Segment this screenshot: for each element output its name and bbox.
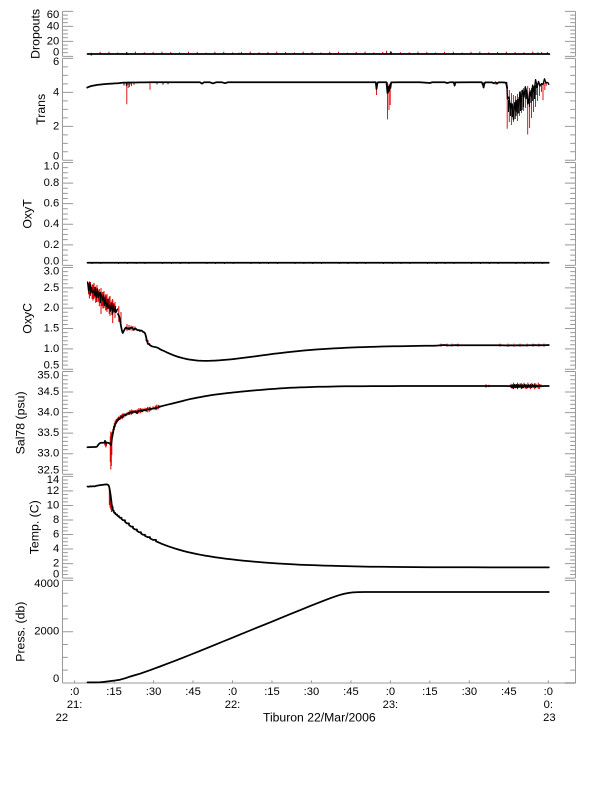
svg-text:3.0: 3.0: [44, 265, 60, 277]
svg-text:1.0: 1.0: [44, 343, 60, 355]
svg-text:22: 22: [56, 712, 68, 724]
svg-text:2.0: 2.0: [44, 302, 60, 314]
svg-text:8: 8: [53, 514, 59, 526]
svg-text::15: :15: [422, 686, 438, 698]
svg-text:12: 12: [47, 485, 59, 497]
svg-text::45: :45: [501, 686, 517, 698]
svg-text:34.5: 34.5: [37, 386, 59, 398]
svg-text:Press. (db): Press. (db): [14, 602, 28, 662]
svg-text::30: :30: [304, 686, 320, 698]
svg-text:Trans: Trans: [34, 94, 48, 125]
svg-text:0: 0: [53, 568, 59, 580]
svg-text:4: 4: [53, 543, 59, 555]
svg-text:23:: 23:: [383, 699, 399, 711]
svg-text:34.0: 34.0: [37, 407, 59, 419]
svg-text:4: 4: [53, 86, 59, 98]
svg-text::45: :45: [343, 686, 359, 698]
svg-text:Tiburon 22/Mar/2006: Tiburon 22/Mar/2006: [263, 710, 376, 724]
svg-text:0.5: 0.5: [44, 359, 60, 371]
svg-text:2000: 2000: [34, 626, 59, 638]
svg-text::0: :0: [228, 686, 237, 698]
svg-text:14: 14: [47, 474, 59, 486]
svg-text:33.5: 33.5: [37, 427, 59, 439]
svg-text:6: 6: [53, 529, 59, 541]
svg-text:Dropouts: Dropouts: [28, 9, 42, 59]
svg-text:6: 6: [53, 56, 59, 68]
svg-text:0: 0: [53, 673, 59, 685]
svg-text:Sal78 (psu): Sal78 (psu): [14, 391, 28, 454]
svg-text::45: :45: [185, 686, 201, 698]
svg-text:0.0: 0.0: [44, 256, 60, 268]
svg-text:0:: 0:: [544, 699, 553, 711]
svg-text:60: 60: [47, 9, 59, 21]
svg-text:1.0: 1.0: [44, 160, 60, 172]
svg-text::15: :15: [106, 686, 122, 698]
svg-text:0.6: 0.6: [44, 198, 60, 210]
svg-text::0: :0: [386, 686, 395, 698]
svg-text:0.8: 0.8: [44, 177, 60, 189]
svg-text::30: :30: [146, 686, 162, 698]
svg-text:0: 0: [53, 47, 59, 59]
svg-text:OxyC: OxyC: [21, 303, 35, 334]
svg-text:Temp. (C): Temp. (C): [27, 500, 41, 554]
svg-text:0.4: 0.4: [44, 218, 60, 230]
svg-text:OxyT: OxyT: [21, 199, 35, 229]
svg-text:40: 40: [47, 20, 59, 32]
svg-text::30: :30: [462, 686, 478, 698]
svg-text:23: 23: [543, 712, 555, 724]
svg-text:10: 10: [47, 499, 59, 511]
svg-text::0: :0: [544, 686, 553, 698]
svg-text:2: 2: [53, 558, 59, 570]
svg-text:0: 0: [53, 151, 59, 163]
svg-text:2: 2: [53, 120, 59, 132]
svg-text:32.5: 32.5: [37, 465, 59, 477]
svg-text:21:: 21:: [67, 699, 83, 711]
svg-text::15: :15: [264, 686, 280, 698]
svg-text:0.2: 0.2: [44, 239, 60, 251]
svg-text:22:: 22:: [225, 699, 241, 711]
svg-text:2.5: 2.5: [44, 282, 60, 294]
svg-text:35.0: 35.0: [37, 369, 59, 381]
svg-text:20: 20: [47, 35, 59, 47]
svg-text::0: :0: [70, 686, 79, 698]
svg-text:33.0: 33.0: [37, 448, 59, 460]
svg-text:4000: 4000: [34, 578, 59, 590]
svg-text:1.5: 1.5: [44, 323, 60, 335]
